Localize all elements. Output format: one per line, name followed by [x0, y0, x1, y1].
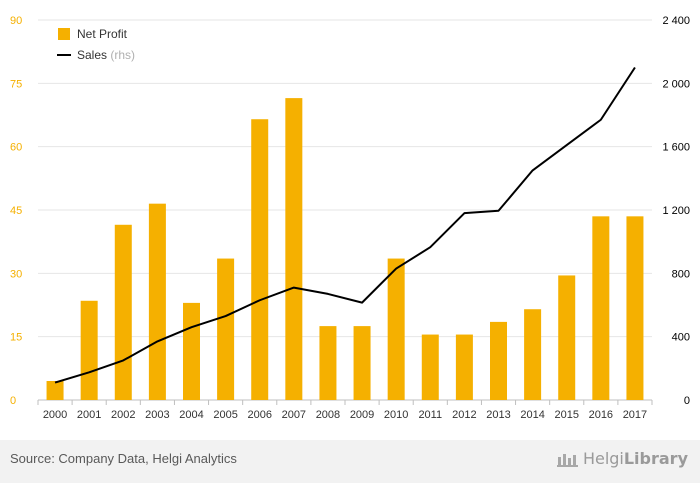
- bar-net-profit: [251, 119, 269, 400]
- left-tick-label: 75: [10, 78, 22, 90]
- brand-name-bold: Library: [623, 449, 688, 468]
- right-tick-label: 2 000: [662, 78, 690, 90]
- bar-net-profit: [558, 275, 576, 400]
- right-tick-label: 2 400: [662, 15, 690, 27]
- bar-net-profit: [148, 203, 166, 400]
- bar-net-profit: [455, 334, 473, 400]
- left-tick-label: 30: [10, 268, 22, 280]
- line-sales: [54, 66, 636, 384]
- x-tick-label: 2011: [418, 409, 442, 421]
- x-tick-label: 2012: [452, 409, 476, 421]
- x-tick-label: 2008: [316, 409, 340, 421]
- x-tick-label: 2005: [213, 409, 237, 421]
- bar-net-profit: [421, 334, 439, 400]
- left-tick-label: 45: [10, 205, 22, 217]
- x-tick-label: 2000: [43, 409, 67, 421]
- footer-band: [0, 440, 700, 483]
- brand-name-light: Helgi: [582, 449, 624, 468]
- bar-net-profit: [626, 216, 644, 400]
- bar-net-profit: [80, 300, 98, 400]
- right-tick-label: 400: [672, 332, 690, 344]
- x-tick-label: 2017: [623, 409, 647, 421]
- bar-net-profit: [387, 258, 405, 400]
- bar-net-profit: [114, 224, 132, 400]
- helgi-logo-icon: [556, 453, 578, 467]
- x-tick-label: 2006: [247, 409, 271, 421]
- x-tick-label: 2013: [486, 409, 510, 421]
- x-tick-label: 2001: [77, 409, 101, 421]
- helgi-library-logo[interactable]: HelgiLibrary: [556, 449, 688, 468]
- bar-net-profit: [46, 381, 64, 400]
- left-tick-label: 15: [10, 332, 22, 344]
- x-tick-label: 2009: [350, 409, 374, 421]
- x-tick-label: 2010: [384, 409, 408, 421]
- left-tick-label: 60: [10, 142, 22, 154]
- left-tick-label: 0: [10, 395, 16, 407]
- brand-name: HelgiLibrary: [583, 449, 688, 468]
- x-tick-label: 2003: [145, 409, 169, 421]
- legend-label-net-profit: Net Profit: [77, 27, 128, 41]
- bar-net-profit: [217, 258, 235, 400]
- right-tick-label: 800: [672, 268, 690, 280]
- right-tick-label: 0: [684, 395, 690, 407]
- bar-net-profit: [490, 321, 507, 400]
- bar-net-profit: [319, 326, 337, 400]
- bar-net-profit: [592, 216, 610, 400]
- net-profit-sales-chart: 0 15 30 45 60 75 90 0 400 800 1 200 1 600 2 000 2 400…: [10, 15, 690, 421]
- x-tick-label: 2016: [589, 409, 613, 421]
- x-tick-label: 2015: [554, 409, 578, 421]
- x-tick-label: 2002: [111, 409, 135, 421]
- bar-net-profit: [183, 302, 200, 400]
- bar-net-profit: [524, 309, 542, 400]
- legend-label-sales-suffix: (rhs): [110, 48, 135, 62]
- legend-swatch-net-profit: [58, 28, 70, 40]
- legend-label-sales: Sales (rhs): [77, 48, 135, 62]
- x-tick-label: 2007: [282, 409, 306, 421]
- bar-net-profit: [353, 326, 371, 400]
- bar-net-profit: [285, 98, 303, 400]
- right-tick-label: 1 600: [662, 142, 690, 154]
- right-tick-label: 1 200: [662, 205, 690, 217]
- x-tick-label: 2004: [179, 409, 203, 421]
- left-tick-label: 90: [10, 15, 22, 27]
- source-note: Source: Company Data, Helgi Analytics: [10, 451, 237, 466]
- x-tick-label: 2014: [520, 409, 544, 421]
